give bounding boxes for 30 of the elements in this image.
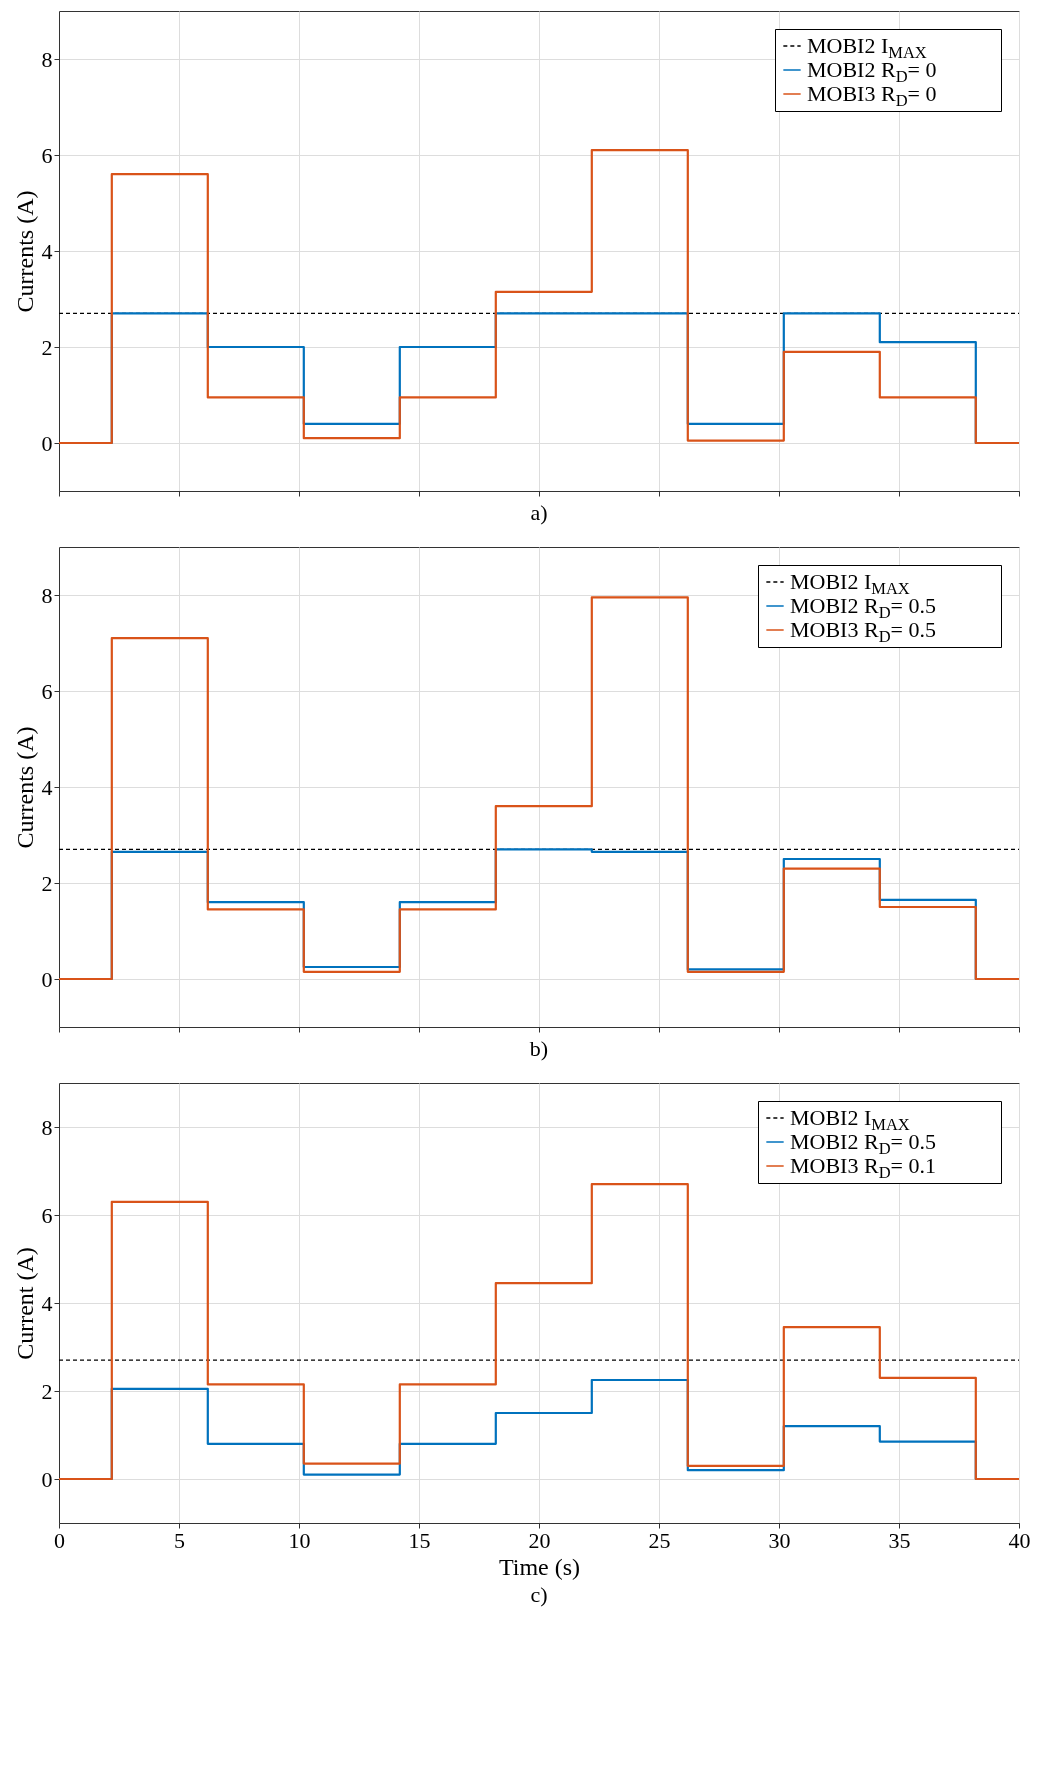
x-tick-label: 5 (174, 1527, 185, 1553)
x-axis-title: Time (s) (498, 1553, 581, 1580)
x-tick-label: 40 (1008, 1527, 1031, 1553)
y-axis-title: Current (A) (11, 1247, 38, 1360)
text: a) (530, 499, 548, 525)
y-tick-label: 8 (41, 46, 53, 72)
y-tick-label: 2 (41, 870, 53, 896)
y-tick-label: 6 (41, 142, 53, 168)
y-axis-title: Currents (A) (11, 190, 38, 313)
y-tick-label: 4 (41, 238, 53, 264)
y-tick-label: 0 (41, 430, 53, 456)
y-tick-label: 4 (41, 774, 53, 800)
x-tick-label: 20 (528, 1527, 551, 1553)
y-tick-label: 0 (41, 1466, 53, 1492)
y-tick-label: 2 (41, 1378, 53, 1404)
y-tick-label: 8 (41, 582, 53, 608)
x-tick-label: 10 (288, 1527, 311, 1553)
x-tick-label: 25 (648, 1527, 671, 1553)
y-tick-label: 6 (41, 678, 53, 704)
y-tick-label: 6 (41, 1202, 53, 1228)
x-tick-label: 15 (408, 1527, 431, 1553)
x-tick-label: 30 (768, 1527, 791, 1553)
y-tick-label: 4 (41, 1290, 53, 1316)
y-tick-label: 8 (41, 1114, 53, 1140)
text: c) (530, 1582, 548, 1607)
x-tick-label: 35 (888, 1527, 911, 1553)
y-tick-label: 0 (41, 966, 53, 992)
y-tick-label: 2 (41, 334, 53, 360)
y-axis-title: Currents (A) (11, 726, 38, 849)
text: b) (529, 1035, 549, 1061)
